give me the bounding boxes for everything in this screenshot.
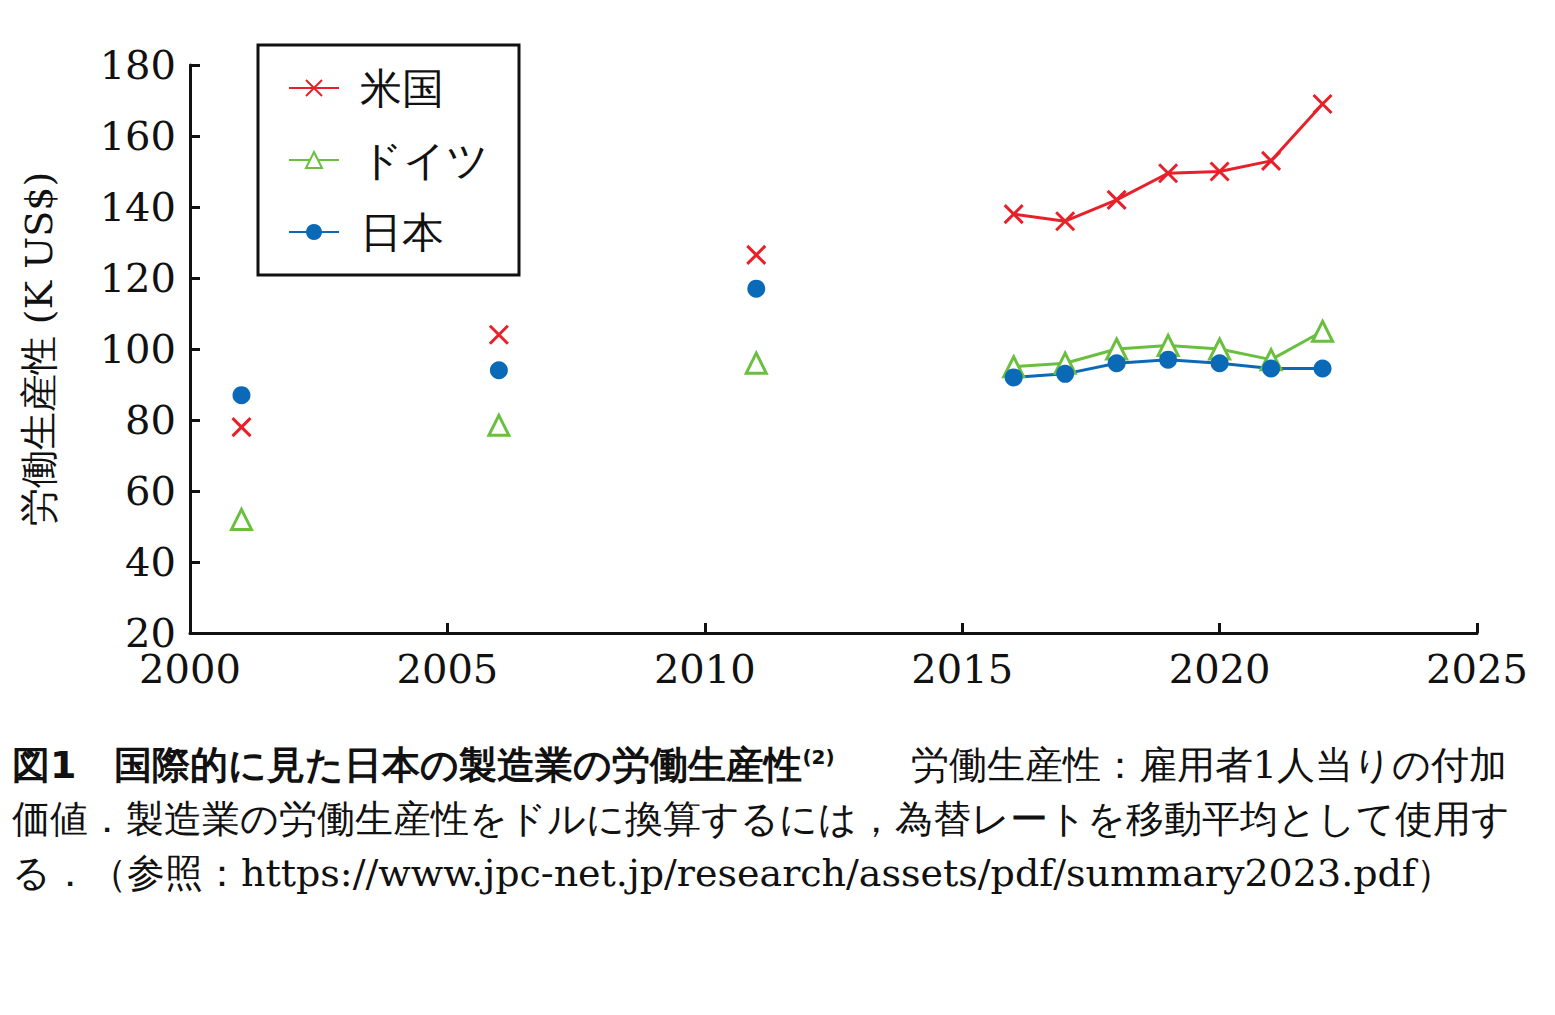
- svg-text:120: 120: [100, 255, 176, 301]
- svg-text:60: 60: [125, 468, 176, 514]
- svg-text:2015: 2015: [911, 646, 1013, 692]
- svg-text:日本: 日本: [360, 208, 444, 257]
- svg-text:2020: 2020: [1169, 646, 1271, 692]
- html-text:図1 国際的に見た日本の製造業の労働生産性(2)労働生産性：: 図1 国際的に見た日本の製造業の労働生産性(2)労働生産性：雇用者1人当りの付加…: [12, 742, 1510, 895]
- svg-text:180: 180: [100, 42, 176, 88]
- svg-text:労働生産性 (K US$): 労働生産性 (K US$): [17, 172, 61, 526]
- svg-text:80: 80: [125, 397, 176, 443]
- svg-text:2000: 2000: [139, 646, 241, 692]
- svg-text:140: 140: [100, 184, 176, 230]
- svg-text:2010: 2010: [654, 646, 756, 692]
- svg-text:20: 20: [125, 610, 176, 656]
- svg-text:40: 40: [125, 539, 176, 585]
- svg-text:160: 160: [100, 113, 176, 159]
- svg-text:米国: 米国: [360, 64, 444, 113]
- svg-text:100: 100: [100, 326, 176, 372]
- svg-text:2005: 2005: [397, 646, 499, 692]
- svg-text:ドイツ: ドイツ: [360, 136, 489, 185]
- svg-text:2025: 2025: [1426, 646, 1528, 692]
